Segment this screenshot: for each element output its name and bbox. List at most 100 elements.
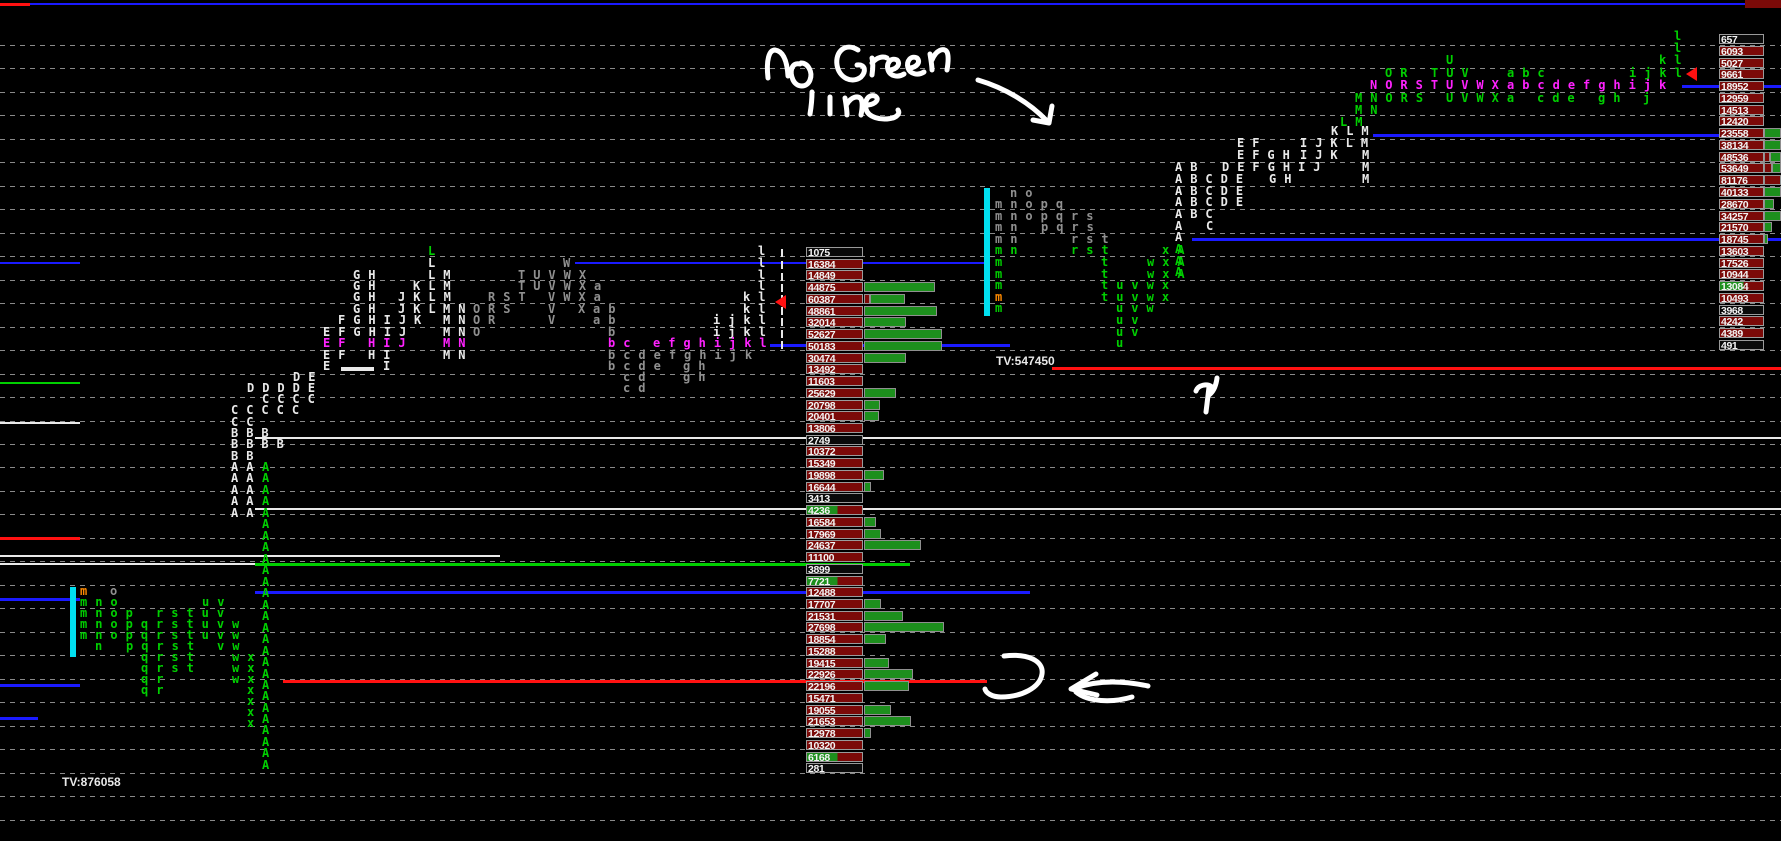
tpo-letters-tpo-center-session: GH [353,290,384,304]
volume-bar-green [864,517,876,527]
tpo-letters-tpo-mid-right-session: t [1101,267,1117,281]
volume-value: 21531 [808,611,836,623]
tpo-letters-tpo-mid-right-session: tuvwx [1101,278,1178,292]
tpo-letters-tpo-mid-right-session: m [995,290,1011,304]
tpo-letters-tpo-left-session: x [247,716,263,730]
tpo-letters-tpo-center-session: ijkl [713,313,774,327]
tpo-letters-tpo-center-session: BBBB [231,437,292,451]
tpo-letters-tpo-center-session: RS [488,302,519,316]
gridline [0,209,1781,211]
tpo-letters-tpo-left-session: wx [232,650,263,664]
gridline [0,420,1781,422]
tpo-letters-tpo-center-session: O [473,302,489,316]
tpo-letters-tpo-center-session: L [428,256,444,270]
tpo-letters-tpo-center-session: bcde [608,359,669,373]
tpo-letters-tpo-center-session: V [548,313,564,327]
tpo-letters-tpo-left-session: m [80,584,96,598]
volume-bar-green [864,611,903,621]
volume-profile-center-cell [806,517,863,527]
tpo-letters-tpo-mid-right-session: uvw [1116,301,1162,315]
tpo-letters-tpo-center-session: cd [623,370,654,384]
volume-profile-center-cell [806,282,863,292]
tpo-letters-tpo-center-session: MN [443,336,474,350]
volume-value: 10493 [1721,293,1749,305]
volume-value: 27698 [808,622,836,634]
tpo-letters-tpo-center-session: l [758,244,774,258]
volume-bar-green [1764,187,1781,197]
gridline [0,115,1781,117]
volume-profile-center-cell [806,493,863,503]
tpo-letters-tpo-top-right-session: abc [1507,66,1553,80]
volume-profile-right-cell [1719,293,1764,303]
tpo-letters-tpo-center-session: CC [231,415,262,429]
gridline [0,232,1781,234]
volume-value: 20798 [808,400,836,412]
volume-profile-center-cell [806,646,863,656]
current-period-tick [781,318,783,326]
tpo-letters-tpo-right-session: A [1175,219,1191,233]
volume-profile-right-cell [1719,46,1764,56]
volume-profile-center-cell [806,681,863,691]
tpo-letters-a-column: A [262,471,278,485]
volume-profile-right-cell [1719,222,1764,232]
tpo-letters-tpo-top-right-session: LM [1340,115,1371,129]
volume-value: 28670 [1721,199,1749,211]
volume-value: 7721 [808,576,830,588]
tpo-letters-tpo-left-session: mnopqrstuvw [80,617,248,631]
tpo-letters-tpo-left-session: mnop [80,606,141,620]
tpo-letters-a-column: A [262,644,278,658]
tpo-letters-tpo-left-session: qr [141,672,172,686]
volume-bar-green [864,388,896,398]
tpo-letters-tpo-right-session: ABC [1175,207,1221,221]
tpo-letters-tpo-left-session: o [110,584,126,598]
tpo-letters-a-column: A [262,460,278,474]
gridline [0,443,1781,445]
volume-value: 12420 [1721,116,1749,128]
gridline [0,138,1781,140]
volume-bar-green [864,341,942,351]
tpo-letters-tpo-right-session: ABCDE [1175,195,1252,209]
volume-value: 5027 [1721,58,1743,70]
volume-value: 30474 [808,353,836,365]
volume-bar-green [864,470,884,480]
tpo-letters-tpo-center-session: AA [231,460,262,474]
gridline [0,91,1781,93]
volume-bar-green [1764,222,1772,232]
volume-value: 6168 [808,752,830,764]
tv-label-left: TV:876058 [62,775,121,789]
tpo-letters-tpo-center-session: AA [231,471,262,485]
gridline [0,514,1781,516]
tpo-letters-tpo-mid-right-session: tuvwx [1101,290,1178,304]
volume-value: 3899 [808,564,830,576]
tpo-letters-a-column: A [262,506,278,520]
volume-value: 2749 [808,435,830,447]
gridline [0,45,1781,46]
volume-value: 16384 [808,259,836,271]
volume-profile-right-cell [1719,199,1764,209]
price-line-blue [0,3,1781,5]
volume-profile-center-cell [806,611,863,621]
current-period-tick [781,261,783,269]
volume-profile-center-cell [806,306,863,316]
volume-profile-center-cell [806,470,863,480]
tpo-letters-tpo-mid-right-session: mn [995,220,1026,234]
volume-profile-center-cell [806,552,863,562]
price-line-white [0,555,500,557]
price-line-green [0,382,80,384]
tpo-letters-tpo-top-right-session: TUV [1431,66,1477,80]
volume-bar-green [864,658,889,668]
tpo-letters-tpo-right-session: ABCDE [1175,184,1252,198]
volume-value: 4236 [808,505,830,517]
tpo-letters-tpo-right-session: M [1362,148,1378,162]
tpo-letters-tpo-center-session: E [323,359,339,373]
tpo-letters-tpo-right-session: GH [1269,172,1300,186]
price-line-white [255,508,1781,510]
volume-profile-right-cell [1719,163,1764,173]
tpo-letters-tpo-center-session: b [608,325,624,339]
tpo-letters-a-column: A [262,667,278,681]
volume-value: 19055 [808,705,836,717]
volume-bar-green [864,411,879,421]
gridline [0,537,1781,539]
volume-value: 21653 [808,716,836,728]
